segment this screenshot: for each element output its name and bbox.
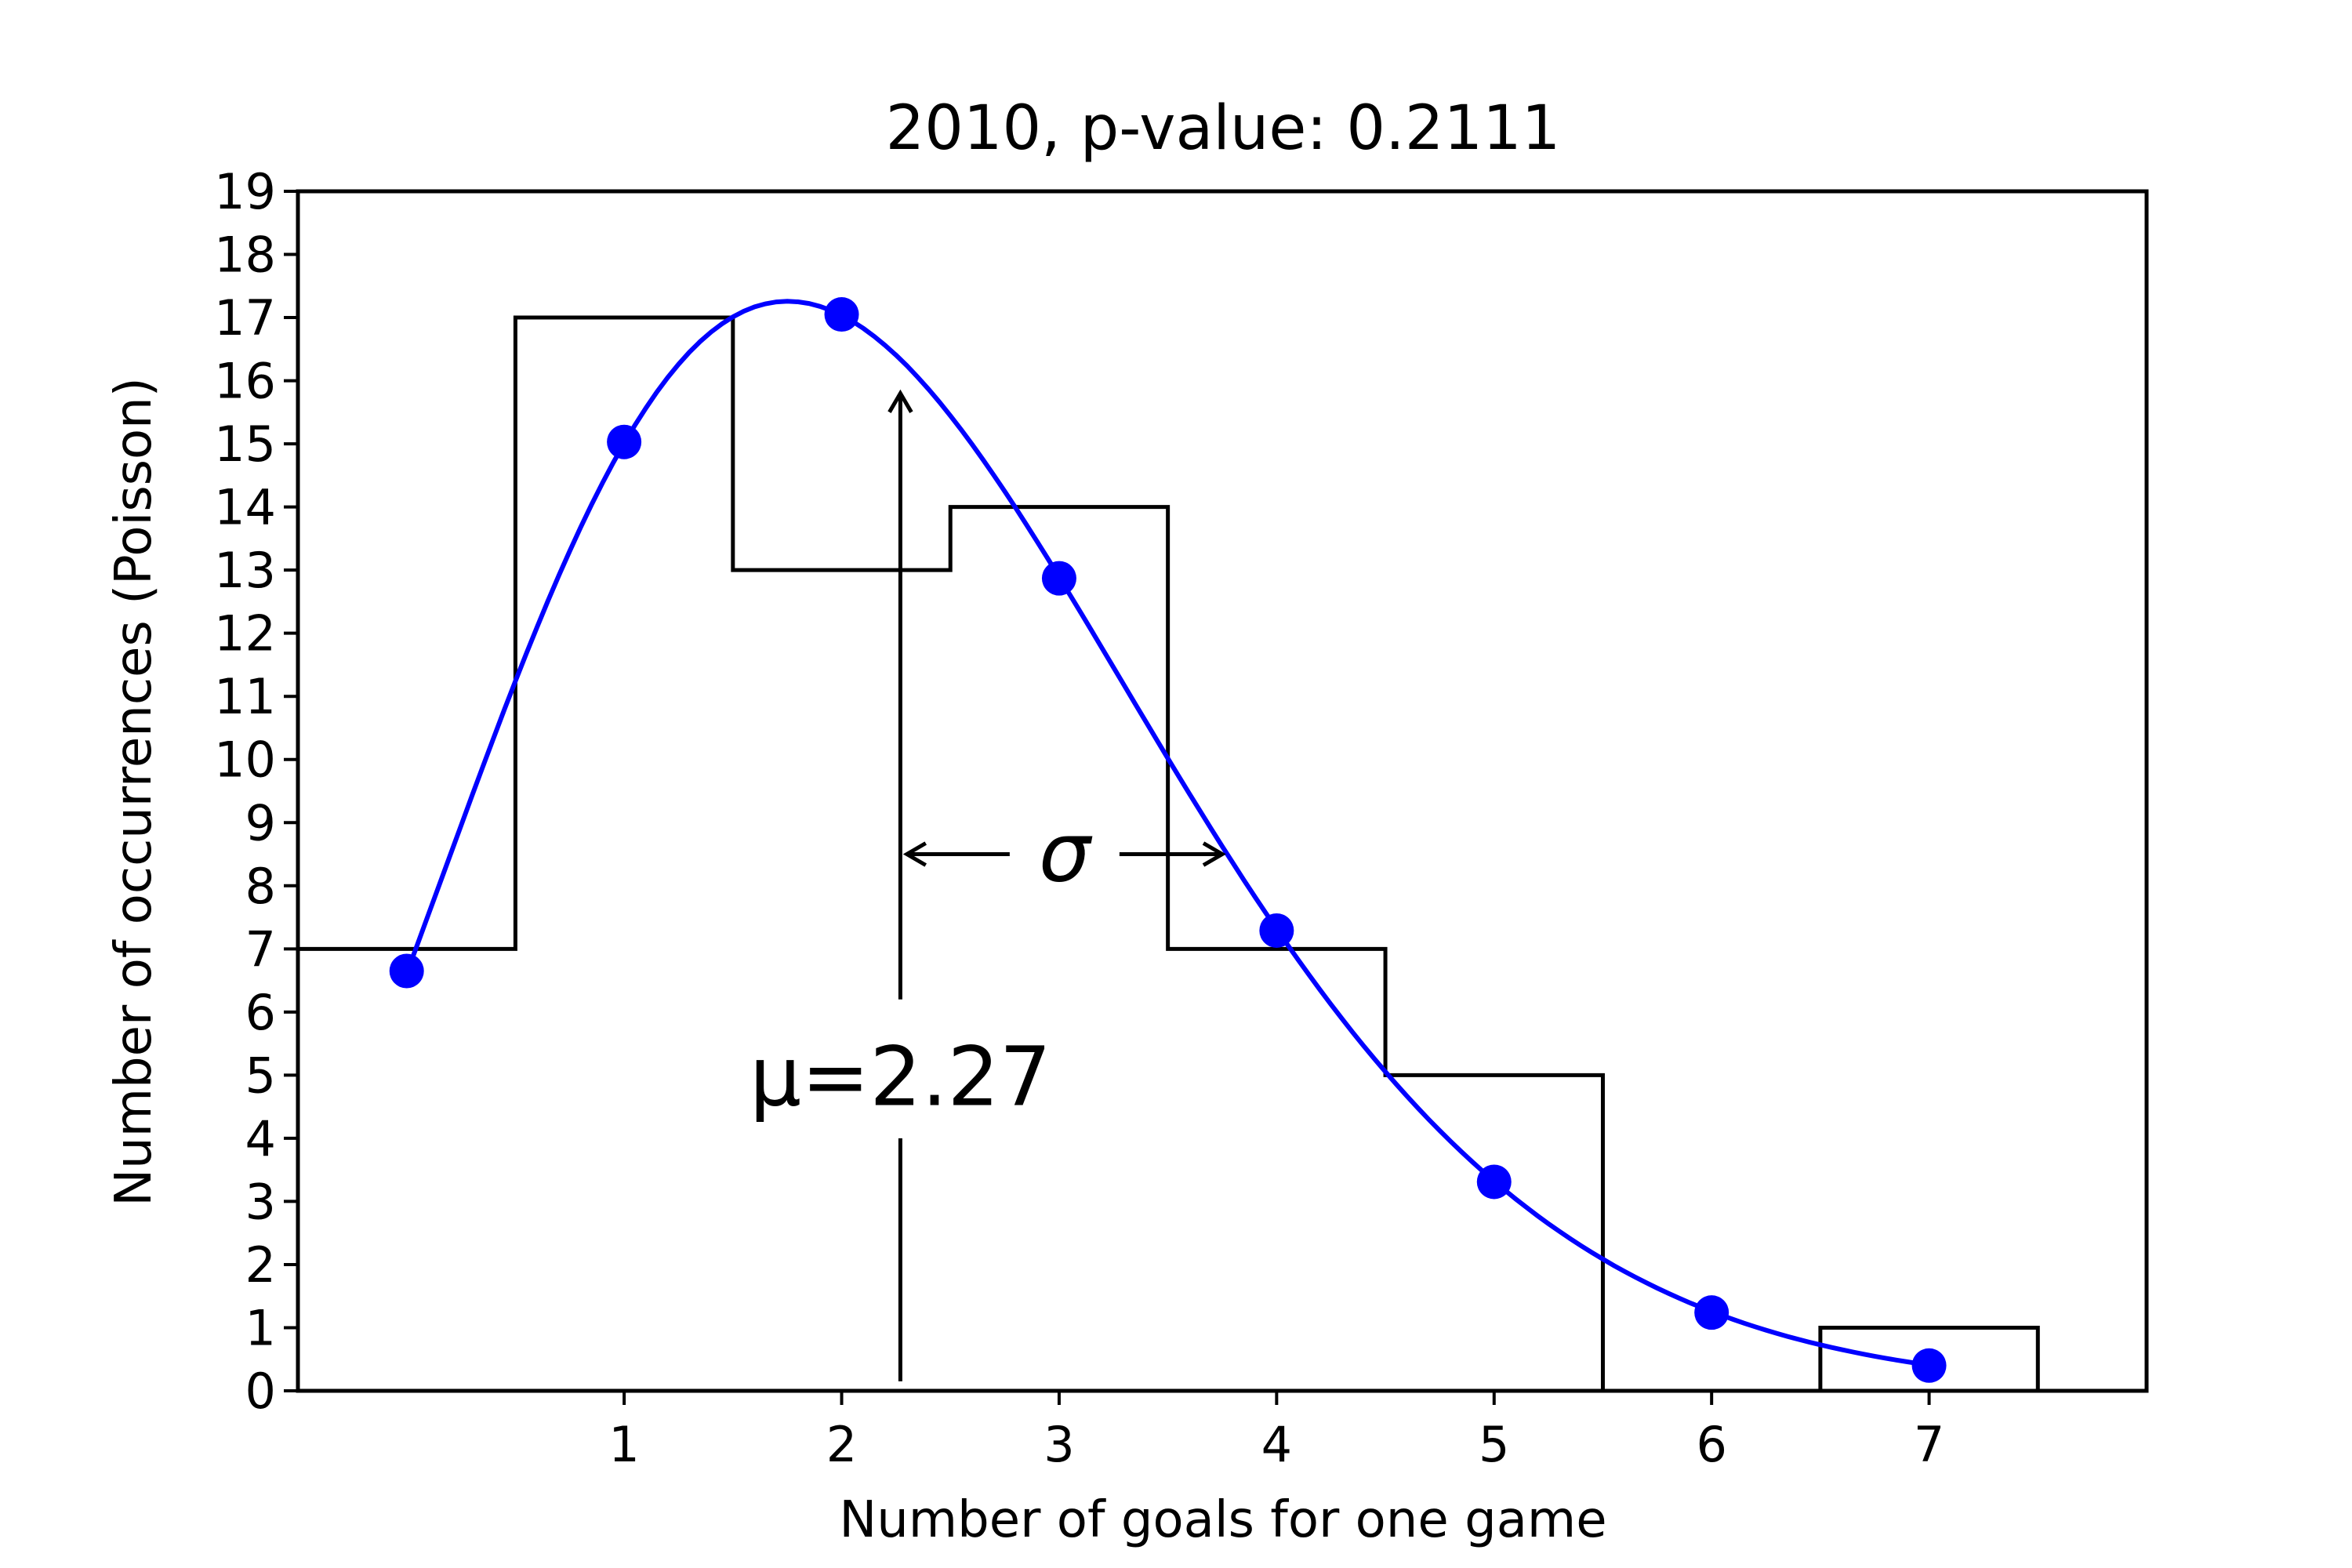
x-tick-label: 7: [1914, 1416, 1944, 1473]
y-tick-label: 0: [245, 1363, 276, 1420]
poisson-fit-points: [389, 297, 1947, 1383]
y-tick-label: 14: [214, 479, 276, 536]
poisson-fit-point: [389, 953, 424, 989]
y-tick-label: 8: [245, 858, 276, 915]
poisson-fit-point: [1476, 1164, 1512, 1200]
x-tick-label: 6: [1696, 1416, 1726, 1473]
y-tick-label: 19: [214, 163, 276, 220]
y-tick-label: 9: [245, 794, 276, 851]
y-tick-label: 2: [245, 1236, 276, 1294]
x-axis-ticks: 1 2 3 4 5 6 7: [608, 1391, 1944, 1473]
mu-label: μ=2.27: [750, 1029, 1051, 1124]
x-tick-label: 2: [826, 1416, 857, 1473]
y-tick-label: 3: [245, 1173, 276, 1230]
y-tick-label: 5: [245, 1047, 276, 1104]
mu-annotation: μ=2.27: [750, 389, 1051, 1381]
x-tick-label: 3: [1044, 1416, 1074, 1473]
chart-title: 2010, p-value: 0.2111: [886, 93, 1561, 164]
sigma-arrowhead-left: [902, 841, 927, 867]
sigma-arrowhead-right: [1202, 841, 1226, 867]
y-tick-label: 12: [214, 605, 276, 662]
y-tick-label: 7: [245, 920, 276, 978]
plot-area-frame: [296, 189, 2149, 1393]
poisson-fit-point: [1694, 1295, 1730, 1330]
y-axis-label: Number of occurrences (Poisson): [105, 377, 163, 1206]
x-axis-label: Number of goals for one game: [839, 1491, 1606, 1549]
poisson-fit-point: [1041, 561, 1076, 596]
y-tick-label: 16: [214, 353, 276, 410]
poisson-fit-point: [824, 297, 859, 332]
y-tick-label: 15: [214, 416, 276, 473]
poisson-fit-point: [1911, 1348, 1947, 1383]
x-tick-label: 4: [1261, 1416, 1292, 1473]
y-tick-label: 13: [214, 542, 276, 599]
poisson-fit-point: [1259, 913, 1294, 948]
y-tick-label: 6: [245, 984, 276, 1041]
y-tick-label: 1: [245, 1299, 276, 1356]
y-tick-label: 18: [214, 227, 276, 284]
y-tick-label: 17: [214, 289, 276, 347]
x-tick-label: 5: [1479, 1416, 1509, 1473]
y-tick-label: 11: [214, 668, 276, 725]
poisson-fit-point: [607, 424, 642, 459]
histogram-step-line: [296, 315, 2040, 1393]
sigma-label: σ: [1039, 805, 1093, 901]
y-tick-label: 4: [245, 1110, 276, 1167]
x-tick-label: 1: [608, 1416, 639, 1473]
poisson-fit-curve: [404, 299, 1930, 1368]
y-tick-label: 10: [214, 731, 276, 789]
sigma-annotation: σ: [902, 805, 1226, 901]
mu-arrowhead: [887, 389, 913, 413]
